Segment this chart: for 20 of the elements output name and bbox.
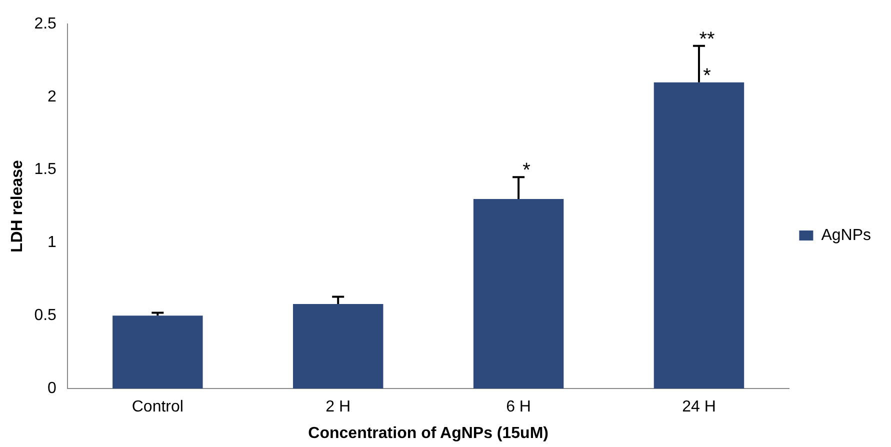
annotation: *: [703, 64, 712, 87]
x-tick-label: 2 H: [326, 398, 351, 416]
y-tick-label: 2.5: [34, 15, 57, 32]
annotation: **: [699, 28, 715, 50]
bar: [112, 316, 203, 389]
x-tick-label: Control: [132, 398, 184, 416]
y-axis-title: LDH release: [9, 160, 26, 253]
legend-label: AgNPs: [821, 226, 871, 244]
y-tick-label: 0: [48, 380, 57, 398]
x-tick-label: 6 H: [506, 398, 531, 416]
x-tick-label: 24 H: [682, 398, 716, 416]
bar: [292, 304, 384, 389]
bar: [654, 82, 744, 389]
annotation: *: [522, 160, 531, 182]
bar: [473, 199, 564, 389]
y-tick-label: 0.5: [34, 307, 57, 324]
y-tick-label: 1.5: [34, 161, 57, 178]
y-tick-label: 2: [48, 88, 57, 106]
y-tick-label: 1: [48, 234, 57, 252]
x-axis-title: Concentration of AgNPs (15uM): [308, 424, 548, 442]
